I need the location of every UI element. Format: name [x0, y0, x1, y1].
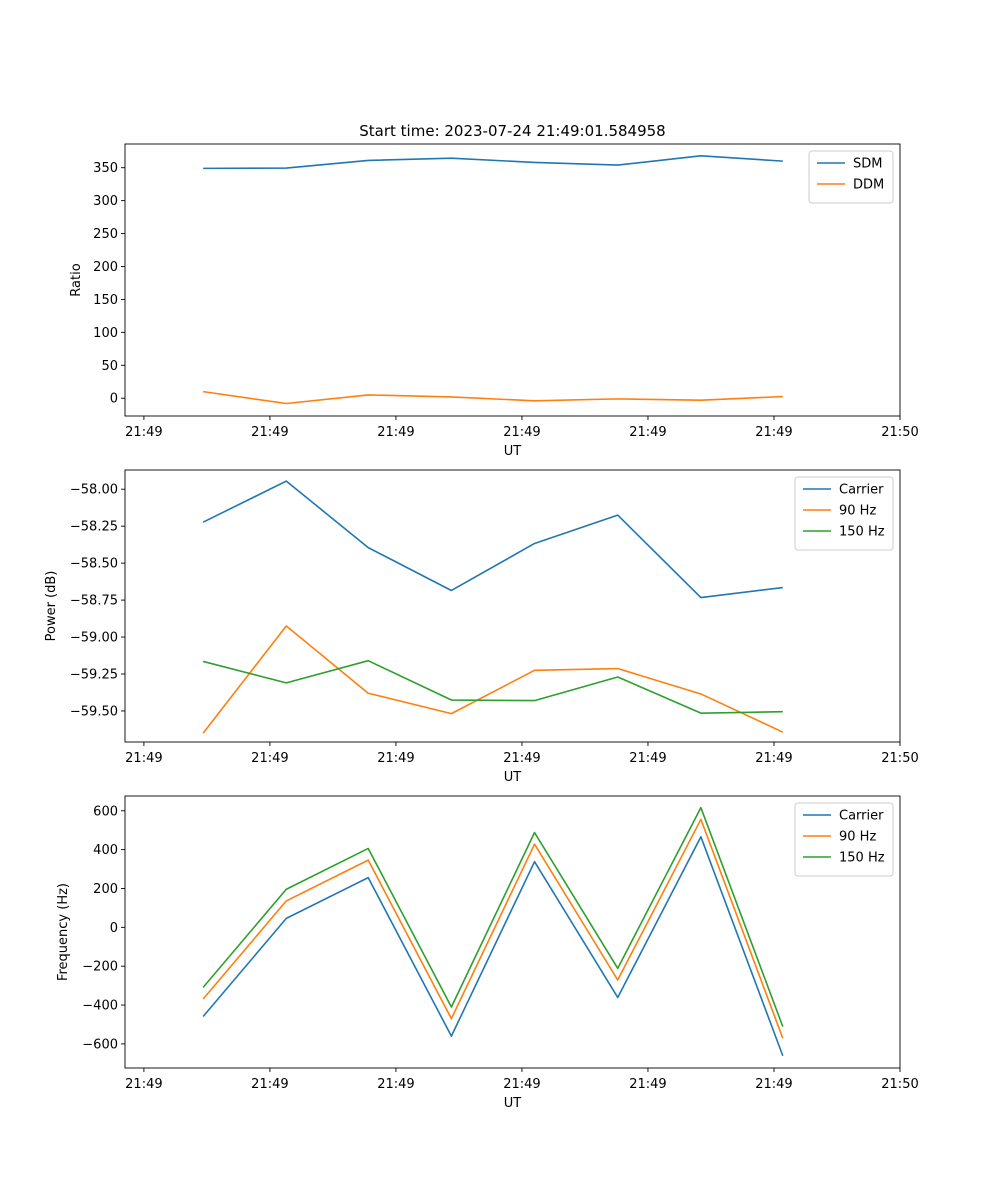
- y-tick-label: 300: [93, 194, 118, 209]
- legend-label: SDM: [853, 157, 882, 172]
- axes-frame: [124, 143, 901, 417]
- y-tick-label: 600: [93, 804, 118, 819]
- legend: SDM DDM: [808, 150, 894, 204]
- y-axis-label: Ratio: [69, 263, 84, 296]
- x-tick-label: 21:49: [503, 425, 540, 440]
- y-tick-label: 0: [110, 392, 118, 407]
- series-line-90-hz: [202, 818, 784, 1039]
- x-tick-label: 21:49: [377, 751, 414, 766]
- y-tick-label: −200: [82, 960, 118, 975]
- x-axis-label: UT: [504, 1096, 522, 1111]
- series-line-carrier: [202, 480, 783, 599]
- x-tick-label: 21:49: [503, 751, 540, 766]
- y-tick-label: −59.00: [70, 631, 118, 646]
- legend-label: 90 Hz: [839, 504, 876, 519]
- y-tick-label: 150: [93, 293, 118, 308]
- x-tick-label: 21:49: [125, 751, 162, 766]
- series-line-90-hz: [202, 625, 784, 734]
- legend: Carrier 90 Hz 150 Hz: [794, 476, 894, 551]
- x-tick-label: 21:49: [377, 1077, 414, 1092]
- y-tick-label: 350: [93, 161, 118, 176]
- y-tick-label: 250: [93, 227, 118, 242]
- x-tick-label: 21:49: [629, 1077, 666, 1092]
- x-tick-label: 21:50: [881, 1077, 918, 1092]
- legend-label: 150 Hz: [839, 525, 885, 540]
- y-tick-label: −400: [82, 999, 118, 1014]
- y-axis-label: Power (dB): [44, 571, 59, 642]
- y-tick-label: −59.50: [70, 704, 118, 719]
- legend: Carrier 90 Hz 150 Hz: [794, 802, 894, 877]
- chart-panel-1: 21:49 21:49 21:49 21:49 21:49 21:49 21:50 0 50 10…: [69, 122, 919, 459]
- x-tick-label: 21:49: [503, 1077, 540, 1092]
- series-line-ddm: [203, 390, 783, 405]
- y-tick-label: −58.00: [70, 483, 118, 498]
- y-tick-label: 50: [101, 359, 118, 374]
- y-tick-label: −59.25: [70, 668, 118, 683]
- legend-label: Carrier: [839, 483, 884, 498]
- x-axis-label: UT: [504, 444, 522, 459]
- legend-box: [808, 150, 894, 204]
- series-line-sdm: [203, 155, 783, 170]
- y-axis-label: Frequency (Hz): [56, 883, 71, 981]
- x-axis-label: UT: [504, 770, 522, 785]
- x-tick-label: 21:49: [755, 425, 792, 440]
- x-tick-label: 21:49: [629, 751, 666, 766]
- x-tick-label: 21:49: [629, 425, 666, 440]
- legend-label: 150 Hz: [839, 851, 885, 866]
- series-line-150-hz: [202, 806, 784, 1027]
- y-tick-label: 0: [110, 921, 118, 936]
- y-tick-label: −58.50: [70, 557, 118, 572]
- x-tick-label: 21:49: [377, 425, 414, 440]
- y-tick-label: −600: [82, 1037, 118, 1052]
- series-line-150-hz: [202, 659, 783, 714]
- y-tick-label: −58.25: [70, 520, 118, 535]
- legend-label: DDM: [853, 178, 884, 193]
- x-tick-label: 21:49: [251, 1077, 288, 1092]
- x-tick-label: 21:49: [125, 1077, 162, 1092]
- legend-label: 90 Hz: [839, 830, 876, 845]
- chart-panel-2: 21:49 21:49 21:49 21:49 21:49 21:49 21:50 −58.0…: [44, 469, 919, 785]
- x-tick-label: 21:49: [251, 425, 288, 440]
- y-tick-label: 100: [93, 326, 118, 341]
- x-tick-label: 21:49: [125, 425, 162, 440]
- x-tick-label: 21:49: [755, 751, 792, 766]
- x-tick-label: 21:50: [881, 751, 918, 766]
- chart-panel-3: 21:49 21:49 21:49 21:49 21:49 21:49 21:50 600 40…: [56, 795, 919, 1111]
- y-tick-label: −58.75: [70, 594, 118, 609]
- x-tick-label: 21:49: [251, 751, 288, 766]
- chart-title: Start time: 2023-07-24 21:49:01.584958: [359, 122, 665, 140]
- axes-frame: [124, 795, 901, 1069]
- legend-label: Carrier: [839, 809, 884, 824]
- x-tick-label: 21:50: [881, 425, 918, 440]
- y-tick-label: 200: [93, 882, 118, 897]
- y-tick-label: 200: [93, 260, 118, 275]
- y-tick-label: 400: [93, 843, 118, 858]
- x-tick-label: 21:49: [755, 1077, 792, 1092]
- series-line-carrier: [202, 835, 784, 1057]
- axes-frame: [124, 469, 901, 743]
